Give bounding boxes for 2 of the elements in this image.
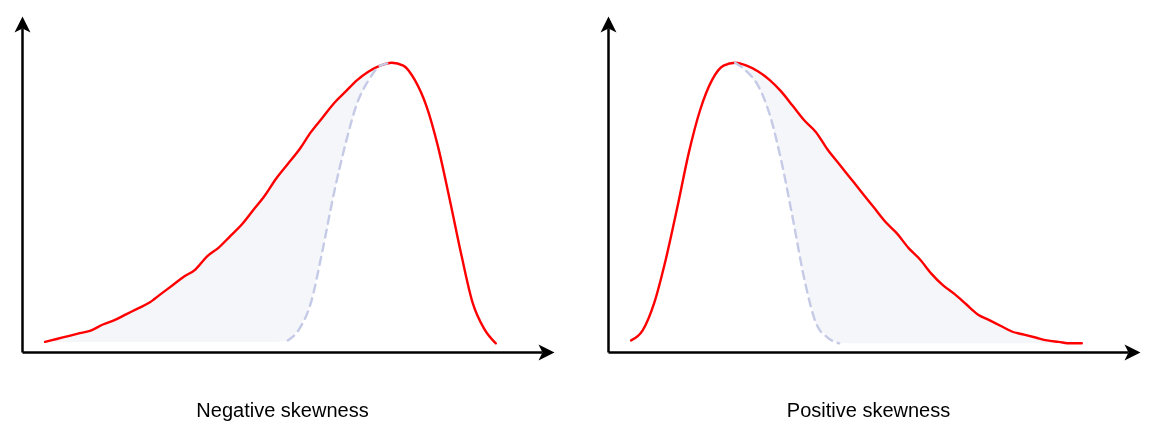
x-axis-title: Positive skewness	[786, 398, 951, 421]
x-axis-title: Negative skewness	[196, 398, 369, 421]
